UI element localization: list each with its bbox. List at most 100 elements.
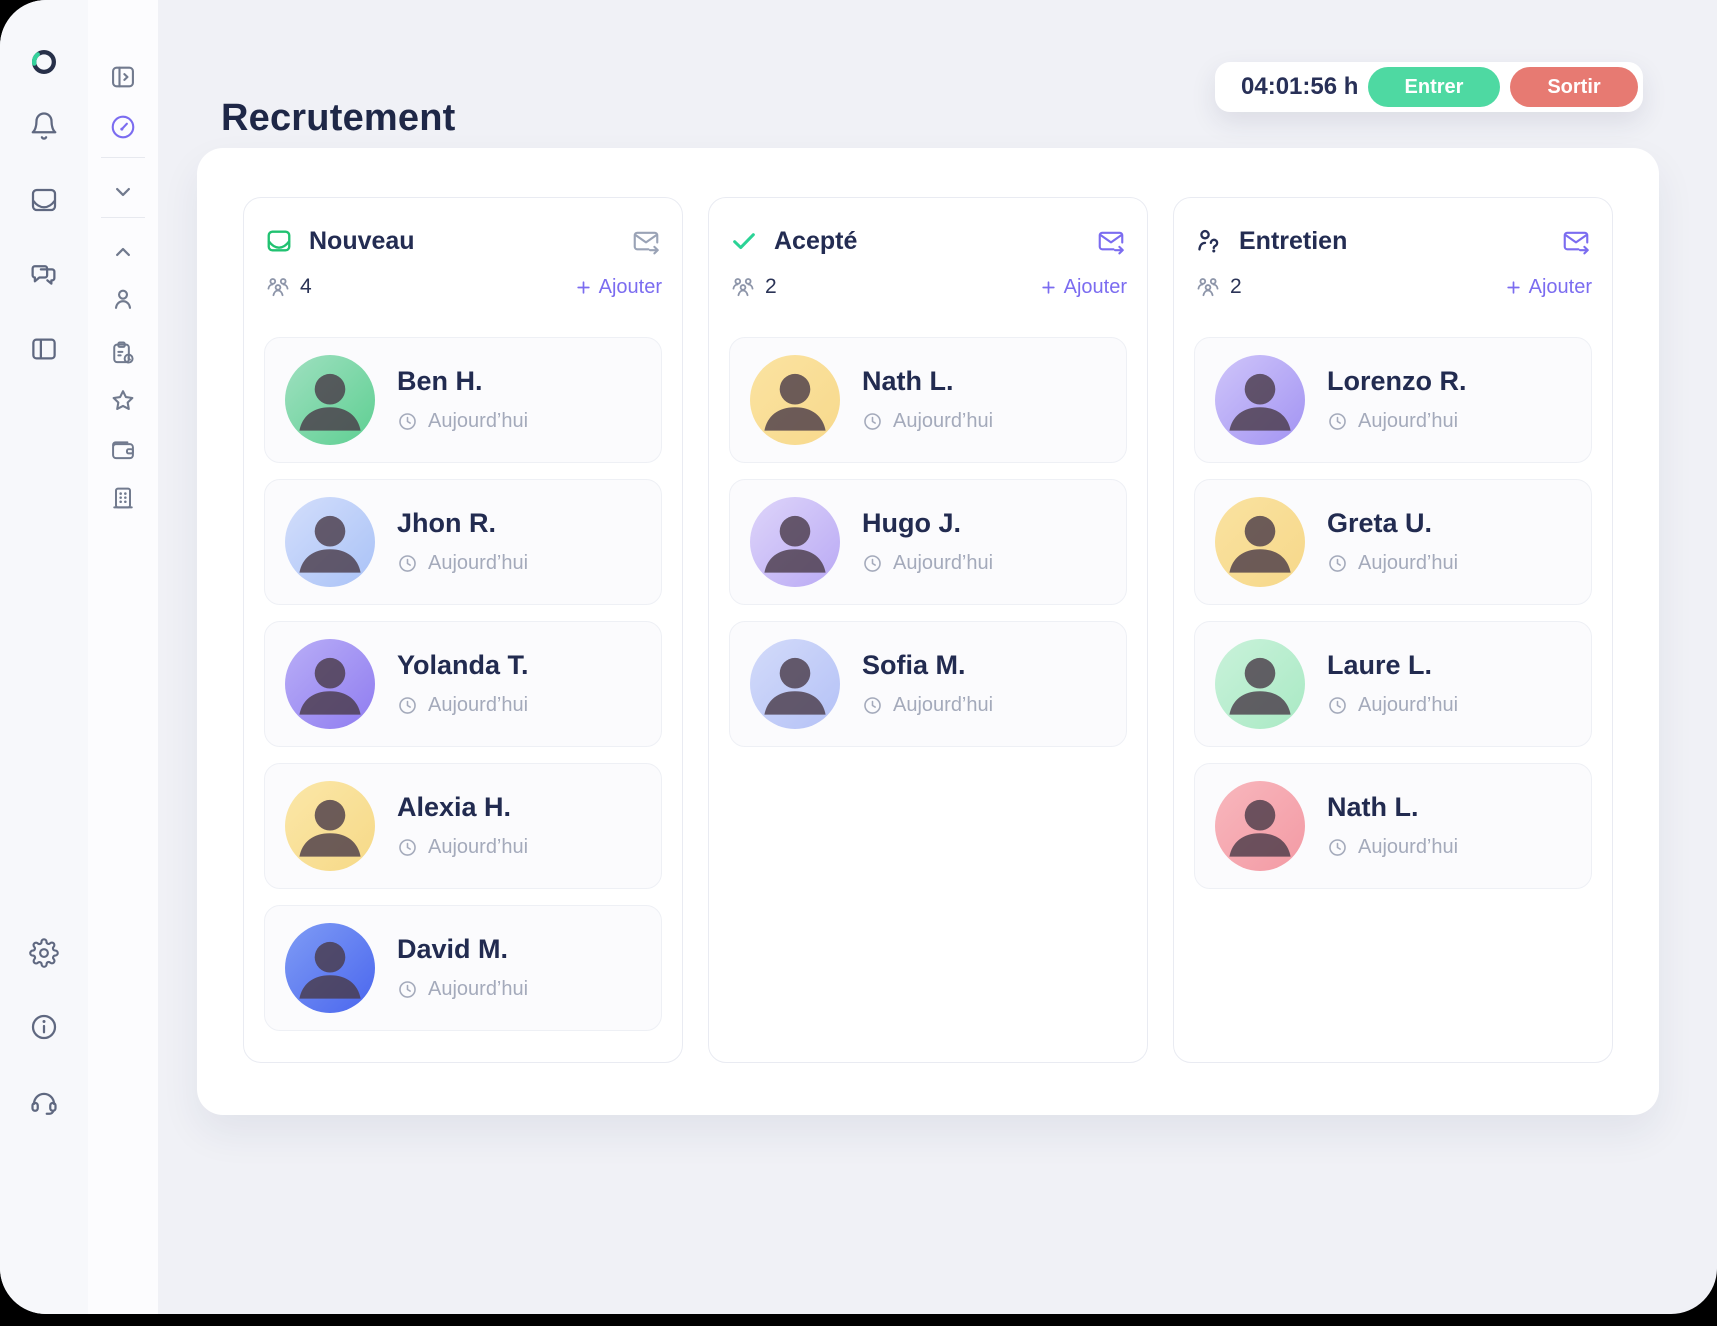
clock-out-button[interactable]: Sortir bbox=[1510, 67, 1638, 107]
user-icon[interactable] bbox=[108, 284, 138, 314]
clock-icon bbox=[1327, 695, 1348, 716]
add-candidate-button[interactable]: Ajouter bbox=[1040, 276, 1127, 299]
candidate-card[interactable]: Laure L. Aujourd’hui bbox=[1194, 621, 1592, 747]
clock-icon bbox=[862, 695, 883, 716]
clock-icon bbox=[397, 979, 418, 1000]
candidate-card[interactable]: Greta U. Aujourd’hui bbox=[1194, 479, 1592, 605]
candidate-date: Aujourd’hui bbox=[1358, 693, 1459, 716]
candidate-name: Nath L. bbox=[862, 365, 954, 396]
candidate-card[interactable]: Nath L. Aujourd’hui bbox=[729, 337, 1127, 463]
user-question-icon bbox=[1194, 226, 1224, 256]
candidate-count: 2 bbox=[1230, 275, 1242, 298]
candidate-date: Aujourd’hui bbox=[1358, 409, 1459, 432]
candidate-card[interactable]: Lorenzo R. Aujourd’hui bbox=[1194, 337, 1592, 463]
info-icon[interactable] bbox=[28, 1011, 60, 1043]
candidate-name: Sofia M. bbox=[862, 649, 966, 680]
chat-icon[interactable] bbox=[28, 259, 60, 291]
candidate-date: Aujourd’hui bbox=[1358, 835, 1459, 858]
avatar bbox=[285, 355, 375, 445]
plus-icon bbox=[1040, 279, 1057, 296]
candidate-card[interactable]: Sofia M. Aujourd’hui bbox=[729, 621, 1127, 747]
candidate-date: Aujourd’hui bbox=[428, 977, 529, 1000]
candidate-date: Aujourd’hui bbox=[428, 409, 529, 432]
building-icon[interactable] bbox=[108, 483, 138, 513]
headset-support-icon[interactable] bbox=[28, 1086, 60, 1118]
candidate-date: Aujourd’hui bbox=[893, 409, 994, 432]
candidate-date: Aujourd’hui bbox=[428, 835, 529, 858]
clock-in-button[interactable]: Entrer bbox=[1368, 67, 1500, 107]
inner-rail bbox=[88, 0, 158, 1314]
candidate-name: Laure L. bbox=[1327, 649, 1433, 680]
column-title: Nouveau bbox=[309, 226, 415, 255]
column-title: Acepté bbox=[774, 226, 858, 255]
column-entretien: Entretien 2 Ajouter bbox=[1173, 197, 1613, 1063]
add-label: Ajouter bbox=[598, 275, 662, 298]
candidate-count: 2 bbox=[765, 275, 777, 298]
outer-sidebar bbox=[0, 0, 88, 1314]
star-icon[interactable] bbox=[108, 386, 138, 416]
wallet-icon[interactable] bbox=[108, 435, 138, 465]
clock-icon bbox=[1327, 837, 1348, 858]
candidate-card[interactable]: Ben H. Aujourd’hui bbox=[264, 337, 662, 463]
chevron-up-icon[interactable] bbox=[108, 237, 138, 267]
column-subheader: 4 Ajouter bbox=[264, 273, 662, 301]
candidate-card[interactable]: Alexia H. Aujourd’hui bbox=[264, 763, 662, 889]
candidate-name: Hugo J. bbox=[862, 507, 961, 538]
mail-forward-icon[interactable] bbox=[1095, 225, 1127, 257]
timer-value: 04:01:56 h bbox=[1241, 73, 1359, 100]
settings-gear-icon[interactable] bbox=[28, 937, 60, 969]
candidate-card[interactable]: David M. Aujourd’hui bbox=[264, 905, 662, 1031]
chevron-down-icon[interactable] bbox=[108, 177, 138, 207]
bell-icon[interactable] bbox=[28, 110, 60, 142]
column-subheader: 2 Ajouter bbox=[729, 273, 1127, 301]
mail-forward-icon[interactable] bbox=[1560, 225, 1592, 257]
clipboard-clock-icon[interactable] bbox=[108, 338, 138, 368]
clock-icon bbox=[397, 837, 418, 858]
avatar bbox=[750, 639, 840, 729]
candidate-date: Aujourd’hui bbox=[428, 693, 529, 716]
layout-columns-icon[interactable] bbox=[28, 333, 60, 365]
main-content: Recrutement 04:01:56 h Entrer Sortir Nou… bbox=[158, 0, 1717, 1314]
page-title: Recrutement bbox=[221, 97, 456, 140]
avatar bbox=[750, 355, 840, 445]
rail-divider bbox=[101, 217, 145, 218]
candidate-card[interactable]: Jhon R. Aujourd’hui bbox=[264, 479, 662, 605]
candidate-card[interactable]: Yolanda T. Aujourd’hui bbox=[264, 621, 662, 747]
mail-forward-icon[interactable] bbox=[630, 225, 662, 257]
candidate-card[interactable]: Nath L. Aujourd’hui bbox=[1194, 763, 1592, 889]
candidate-name: Yolanda T. bbox=[397, 649, 529, 680]
candidate-name: Ben H. bbox=[397, 365, 483, 396]
avatar bbox=[750, 497, 840, 587]
check-icon bbox=[729, 226, 759, 256]
candidate-date: Aujourd’hui bbox=[1358, 551, 1459, 574]
inbox-icon[interactable] bbox=[28, 184, 60, 216]
candidate-count: 4 bbox=[300, 275, 312, 298]
candidate-date: Aujourd’hui bbox=[428, 551, 529, 574]
avatar bbox=[1215, 355, 1305, 445]
column-header: Acepté bbox=[729, 225, 1127, 257]
dashboard-gauge-icon[interactable] bbox=[108, 112, 138, 142]
people-group-icon bbox=[729, 273, 757, 301]
candidate-name: Lorenzo R. bbox=[1327, 365, 1467, 396]
column-subheader: 2 Ajouter bbox=[1194, 273, 1592, 301]
add-label: Ajouter bbox=[1528, 275, 1592, 298]
column-acepte: Acepté 2 Ajouter bbox=[708, 197, 1148, 1063]
plus-icon bbox=[575, 279, 592, 296]
column-title: Entretien bbox=[1239, 226, 1348, 255]
avatar bbox=[285, 781, 375, 871]
clock-icon bbox=[862, 411, 883, 432]
candidate-name: David M. bbox=[397, 933, 509, 964]
panel-toggle-icon[interactable] bbox=[108, 62, 138, 92]
people-group-icon bbox=[1194, 273, 1222, 301]
add-candidate-button[interactable]: Ajouter bbox=[575, 276, 662, 299]
add-candidate-button[interactable]: Ajouter bbox=[1505, 276, 1592, 299]
candidate-date: Aujourd’hui bbox=[893, 551, 994, 574]
card-list: Lorenzo R. Aujourd’hui Greta U. Aujourd’… bbox=[1194, 337, 1592, 889]
avatar bbox=[285, 923, 375, 1013]
card-list: Ben H. Aujourd’hui Jhon R. Aujourd’hui Y… bbox=[264, 337, 662, 1031]
avatar bbox=[285, 639, 375, 729]
candidate-name: Jhon R. bbox=[397, 507, 496, 538]
column-header: Entretien bbox=[1194, 225, 1592, 257]
candidate-card[interactable]: Hugo J. Aujourd’hui bbox=[729, 479, 1127, 605]
